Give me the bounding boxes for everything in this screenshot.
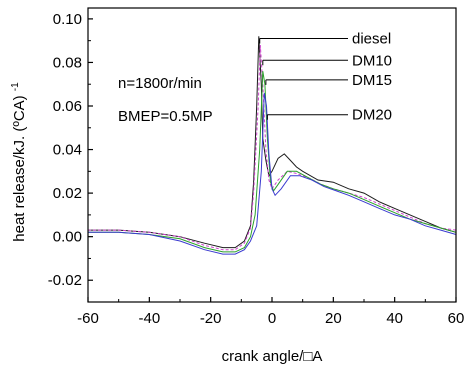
x-tick-label: 20 [325, 310, 342, 327]
series-line-dm10 [88, 44, 457, 251]
plot-frame [87, 7, 457, 303]
y-tick-label: 0.08 [53, 54, 82, 71]
series-line-dm20 [88, 92, 457, 255]
y-axis-label-text: heat release/kJ. (ºCA) -1 [10, 82, 28, 242]
x-tick-label: -20 [200, 310, 222, 327]
y-tick-label: 0.00 [53, 229, 82, 246]
series-line-dm15 [88, 71, 457, 253]
series-label: DM15 [352, 72, 392, 89]
x-tick-label: 40 [386, 310, 403, 327]
y-tick-label: 0.06 [53, 98, 82, 115]
series-label-leaders: diesel DM10 DM15 DM20 [259, 30, 392, 124]
series-line-diesel [88, 36, 457, 249]
x-tick-label: 60 [448, 310, 465, 327]
x-tick-label: 0 [268, 310, 276, 327]
series-label: DM20 [352, 107, 392, 124]
x-axis-label: crank angle/□A [222, 348, 323, 365]
y-axis-label-main: heat release/kJ. (ºCA) [11, 95, 28, 241]
y-tick-label: 0.10 [53, 11, 82, 28]
x-tick-label: -40 [138, 310, 160, 327]
y-tick-label: 0.02 [53, 185, 82, 202]
x-axis-ticks: -60 -40 -20 0 20 40 60 [77, 297, 464, 327]
series-curves [88, 36, 457, 255]
y-axis-label: heat release/kJ. (ºCA) -1 [10, 82, 28, 242]
y-tick-label: 0.04 [53, 142, 82, 159]
y-axis-label-exponent: -1 [10, 82, 21, 91]
series-label: diesel [352, 30, 391, 47]
x-tick-label: -60 [77, 310, 99, 327]
annotation-speed: n=1800r/min [118, 75, 202, 92]
annotation-bmep: BMEP=0.5MP [118, 108, 213, 125]
y-tick-label: -0.02 [48, 272, 82, 289]
y-axis-ticks: -0.02 0.00 0.02 0.04 0.06 0.08 0.10 [48, 11, 93, 289]
series-label: DM10 [352, 52, 392, 69]
